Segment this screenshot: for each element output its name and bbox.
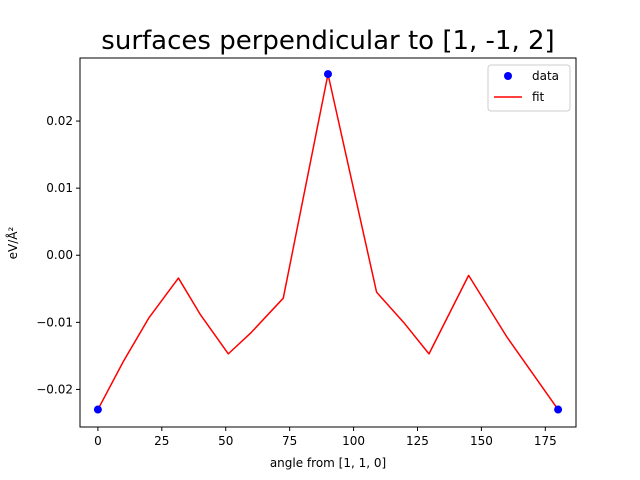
legend-fit-label: fit (532, 90, 545, 104)
y-tick-label: 0.02 (46, 114, 73, 128)
data-point (554, 405, 563, 414)
x-axis: 0 25 50 75 100 125 150 175 (94, 427, 557, 448)
legend-data-marker (504, 72, 512, 80)
plot-frame (79, 57, 577, 428)
data-point (324, 70, 332, 79)
y-tick-label: −0.01 (36, 315, 73, 329)
legend: data fit (487, 64, 571, 112)
chart-title: surfaces perpendicular to [1, -1, 2] (101, 26, 554, 56)
x-tick-label: 75 (282, 434, 297, 448)
y-axis: −0.02 −0.01 0.00 0.01 0.02 (36, 114, 80, 396)
x-tick-label: 50 (218, 434, 233, 448)
x-tick-label: 100 (342, 434, 365, 448)
x-tick-label: 175 (534, 434, 557, 448)
x-tick-label: 0 (94, 434, 102, 448)
y-axis-label: eV/Å² (5, 226, 20, 259)
y-tick-label: 0.01 (46, 181, 73, 195)
x-tick-label: 25 (154, 434, 169, 448)
x-axis-label: angle from [1, 1, 0] (270, 456, 386, 470)
legend-data-label: data (532, 69, 559, 83)
y-tick-label: −0.02 (36, 382, 73, 396)
x-tick-label: 125 (406, 434, 429, 448)
plot-area (93, 70, 563, 414)
data-point (93, 405, 102, 414)
fit-line (97, 73, 559, 410)
y-tick-label: 0.00 (46, 248, 73, 262)
x-tick-label: 150 (470, 434, 493, 448)
